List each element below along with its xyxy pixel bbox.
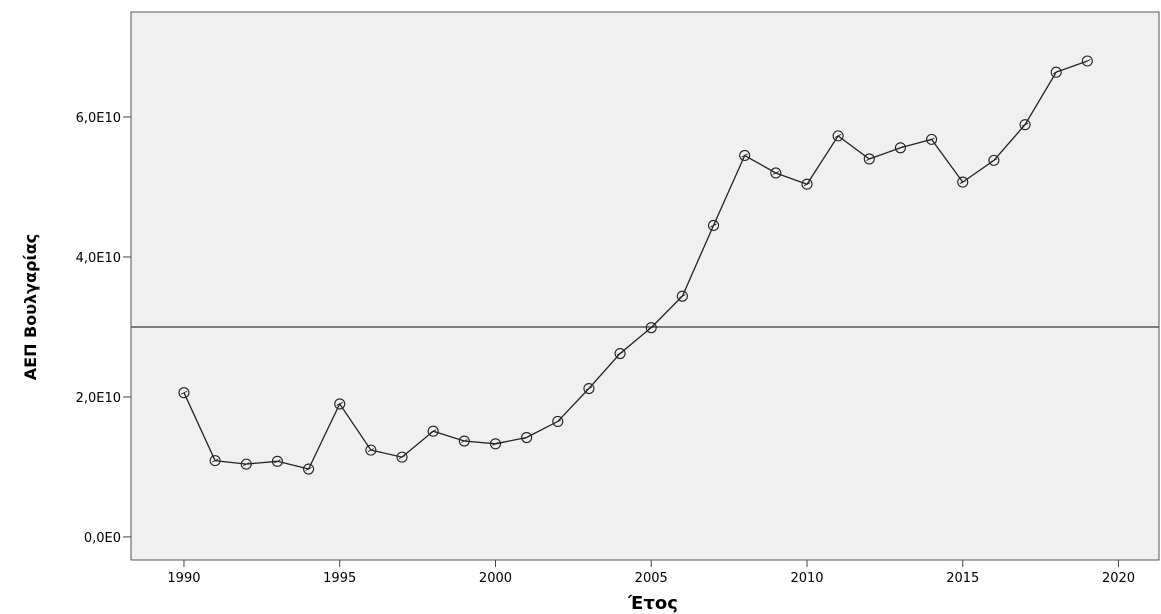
data-point-mark <box>1084 59 1091 63</box>
data-point <box>458 435 470 447</box>
data-point-mark <box>928 137 935 142</box>
y-axis-title: ΑΕΠ Βουλγαρίας <box>21 234 40 380</box>
series-markers <box>178 55 1093 475</box>
data-point-mark <box>866 157 873 161</box>
data-point-mark <box>585 386 593 391</box>
data-point <box>926 133 938 145</box>
data-point <box>1019 119 1031 131</box>
data-point <box>489 438 502 450</box>
data-point-mark <box>243 462 250 467</box>
data-point-mark <box>1052 70 1060 75</box>
data-point <box>365 444 377 456</box>
data-point <box>240 458 252 470</box>
data-point <box>957 176 969 188</box>
x-tick-label: 2000 <box>479 571 512 586</box>
data-point-mark <box>772 171 780 175</box>
y-axis: 0,0E0 2,0E10 4,0E10 6,0E10 <box>76 111 131 546</box>
data-point <box>334 398 346 410</box>
data-point <box>739 149 751 162</box>
data-point-mark <box>211 458 219 463</box>
data-point-mark <box>367 448 375 453</box>
data-point <box>614 347 626 360</box>
data-point <box>1050 66 1062 78</box>
data-point-mark <box>523 435 530 440</box>
data-point-mark <box>741 153 748 158</box>
data-point <box>303 463 315 475</box>
data-point-mark <box>710 223 717 228</box>
data-point-mark <box>274 459 281 464</box>
data-point <box>801 178 813 190</box>
data-point <box>863 153 875 165</box>
data-point-mark <box>648 325 655 330</box>
data-point-mark <box>616 351 624 356</box>
x-axis-title: Έτος <box>627 593 678 614</box>
data-point <box>396 451 408 463</box>
data-point <box>645 322 657 334</box>
data-point <box>271 455 283 467</box>
y-tick-label: 4,0E10 <box>76 251 121 266</box>
x-axis: 1990 1995 2000 2005 2010 2015 2020 <box>167 560 1135 586</box>
data-point <box>427 425 439 437</box>
x-tick-label: 2010 <box>790 571 823 586</box>
data-point <box>832 130 844 142</box>
plot-area <box>130 11 1160 561</box>
data-point <box>988 154 1000 166</box>
data-point <box>1081 55 1093 67</box>
data-point <box>552 415 564 427</box>
data-point <box>770 167 782 179</box>
data-point <box>707 219 720 232</box>
data-point-mark <box>461 439 468 443</box>
data-point-mark <box>336 402 343 406</box>
data-point-mark <box>554 419 561 424</box>
data-point <box>676 290 688 302</box>
data-point-mark <box>492 441 499 446</box>
y-tick-label: 2,0E10 <box>76 391 121 406</box>
data-point-mark <box>305 467 312 471</box>
data-point-mark <box>803 182 811 187</box>
data-point-mark <box>834 133 842 138</box>
data-point <box>583 382 595 395</box>
x-tick-label: 2015 <box>946 571 979 586</box>
data-point-mark <box>959 180 966 184</box>
x-tick-label: 2005 <box>635 571 668 586</box>
data-point <box>894 142 906 154</box>
y-tick-label: 0,0E0 <box>84 531 121 546</box>
data-point-mark <box>180 390 188 395</box>
data-point-mark <box>679 294 686 299</box>
x-tick-label: 1990 <box>167 571 200 586</box>
data-point-mark <box>990 158 998 163</box>
data-point <box>178 387 190 399</box>
data-point-mark <box>429 429 437 434</box>
y-tick-label: 6,0E10 <box>76 111 121 126</box>
data-point-mark <box>897 145 904 150</box>
data-point-mark <box>1021 122 1029 127</box>
data-point-mark <box>398 455 406 460</box>
data-point <box>209 455 221 467</box>
data-point <box>521 431 533 444</box>
series-line <box>183 60 1088 470</box>
x-tick-label: 1995 <box>323 571 356 586</box>
x-tick-label: 2020 <box>1102 571 1135 586</box>
